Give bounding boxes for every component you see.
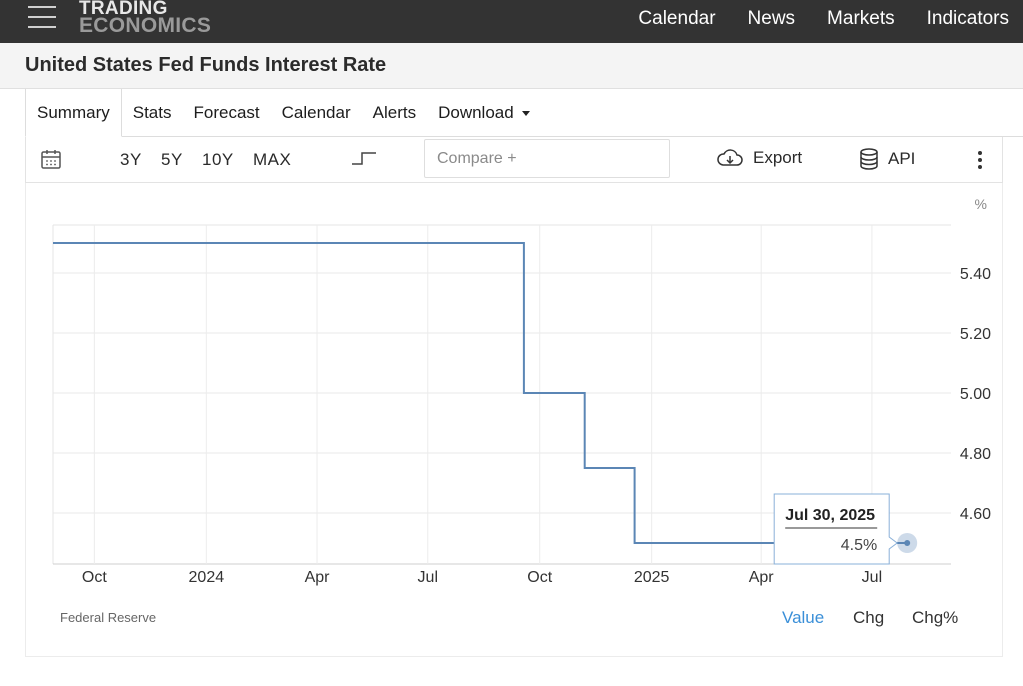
compare-input[interactable]	[424, 139, 670, 178]
y-axis-ticks: 5.40 5.20 5.00 4.80 4.60	[960, 266, 991, 523]
tab-label: Forecast	[193, 102, 260, 122]
tab-summary[interactable]: Summary	[25, 89, 122, 137]
nav-link-news[interactable]: News	[747, 8, 796, 29]
y-tick-label: 5.40	[960, 266, 991, 283]
range-3y-button[interactable]: 3Y	[120, 150, 142, 169]
interest-rate-chart[interactable]: 5.40 5.20 5.00 4.80 4.60 Oct 2024 Apr Jul Oct 202…	[0, 183, 1023, 603]
export-button[interactable]: Export	[715, 147, 802, 169]
y-tick-label: 5.20	[960, 326, 991, 343]
x-tick-label: Jul	[862, 569, 882, 586]
site-logo[interactable]: TRADING ECONOMICS	[79, 0, 212, 37]
y-tick-label: 4.80	[960, 446, 991, 463]
api-label: API	[888, 149, 916, 168]
title-bar: United States Fed Funds Interest Rate	[0, 43, 1023, 89]
hover-point	[904, 540, 911, 546]
x-tick-label: Oct	[527, 569, 552, 586]
export-label: Export	[753, 148, 803, 167]
chart-gridlines	[52, 224, 951, 565]
tab-forecast[interactable]: Forecast	[182, 89, 270, 136]
top-navbar: TRADING ECONOMICS Calendar News Markets …	[0, 0, 1023, 43]
chart-panel	[25, 183, 1003, 657]
range-max-button[interactable]: MAX	[253, 150, 292, 169]
chart-toolbar: 3Y 5Y 10Y MAX Export API	[25, 137, 1003, 183]
caret-down-icon	[521, 111, 530, 116]
range-5y-button[interactable]: 5Y	[161, 150, 183, 169]
tab-alerts[interactable]: Alerts	[362, 89, 427, 136]
logo-line-2: ECONOMICS	[79, 14, 212, 37]
logo-line-1: TRADING	[79, 0, 168, 19]
step-chart-icon[interactable]	[350, 149, 378, 167]
nav-link-indicators[interactable]: Indicators	[926, 8, 1009, 29]
menu-icon[interactable]	[28, 6, 56, 30]
series-line	[53, 242, 908, 544]
unit-label: %	[975, 196, 987, 212]
tab-download[interactable]: Download	[427, 89, 541, 136]
y-tick-label: 4.60	[960, 506, 991, 523]
nav-link-markets[interactable]: Markets	[827, 8, 895, 29]
tab-label: Download	[438, 102, 514, 122]
chart-tooltip: Jul 30, 2025 4.5%	[773, 493, 918, 565]
chg-tab[interactable]: Chg	[853, 608, 885, 627]
x-axis-ticks: Oct 2024 Apr Jul Oct 2025 Apr Jul	[82, 569, 882, 586]
tooltip-date: Jul 30, 2025	[785, 507, 875, 524]
x-tick-label: Apr	[305, 569, 331, 586]
x-tick-label: 2024	[189, 569, 225, 586]
range-10y-button[interactable]: 10Y	[202, 150, 234, 169]
tab-label: Calendar	[281, 102, 351, 122]
tooltip-value: 4.5%	[841, 537, 877, 554]
nav-links: Calendar News Markets Indicators	[606, 0, 1009, 38]
tab-label: Stats	[132, 102, 172, 122]
database-icon	[860, 148, 878, 170]
chg-pct-tab[interactable]: Chg%	[912, 608, 959, 627]
tooltip-box	[773, 493, 899, 565]
x-tick-label: Apr	[749, 569, 775, 586]
page-title: United States Fed Funds Interest Rate	[25, 54, 387, 76]
nav-link-calendar[interactable]: Calendar	[638, 8, 716, 29]
x-tick-label: 2025	[634, 569, 670, 586]
y-tick-label: 5.00	[960, 386, 991, 403]
tab-stats[interactable]: Stats	[122, 89, 183, 136]
tab-calendar[interactable]: Calendar	[271, 89, 362, 136]
cloud-download-icon	[717, 149, 743, 166]
tab-label: Alerts	[372, 102, 417, 122]
value-tab[interactable]: Value	[782, 608, 825, 627]
more-options-icon[interactable]	[976, 151, 984, 171]
source-label[interactable]: Federal Reserve	[60, 610, 157, 625]
tab-label: Summary	[37, 102, 110, 122]
calendar-icon[interactable]	[40, 148, 62, 170]
api-button[interactable]: API	[858, 147, 915, 171]
section-tabs: Summary Stats Forecast Calendar Alerts D…	[25, 89, 1023, 137]
x-tick-label: Jul	[418, 569, 438, 586]
x-tick-label: Oct	[82, 569, 107, 586]
